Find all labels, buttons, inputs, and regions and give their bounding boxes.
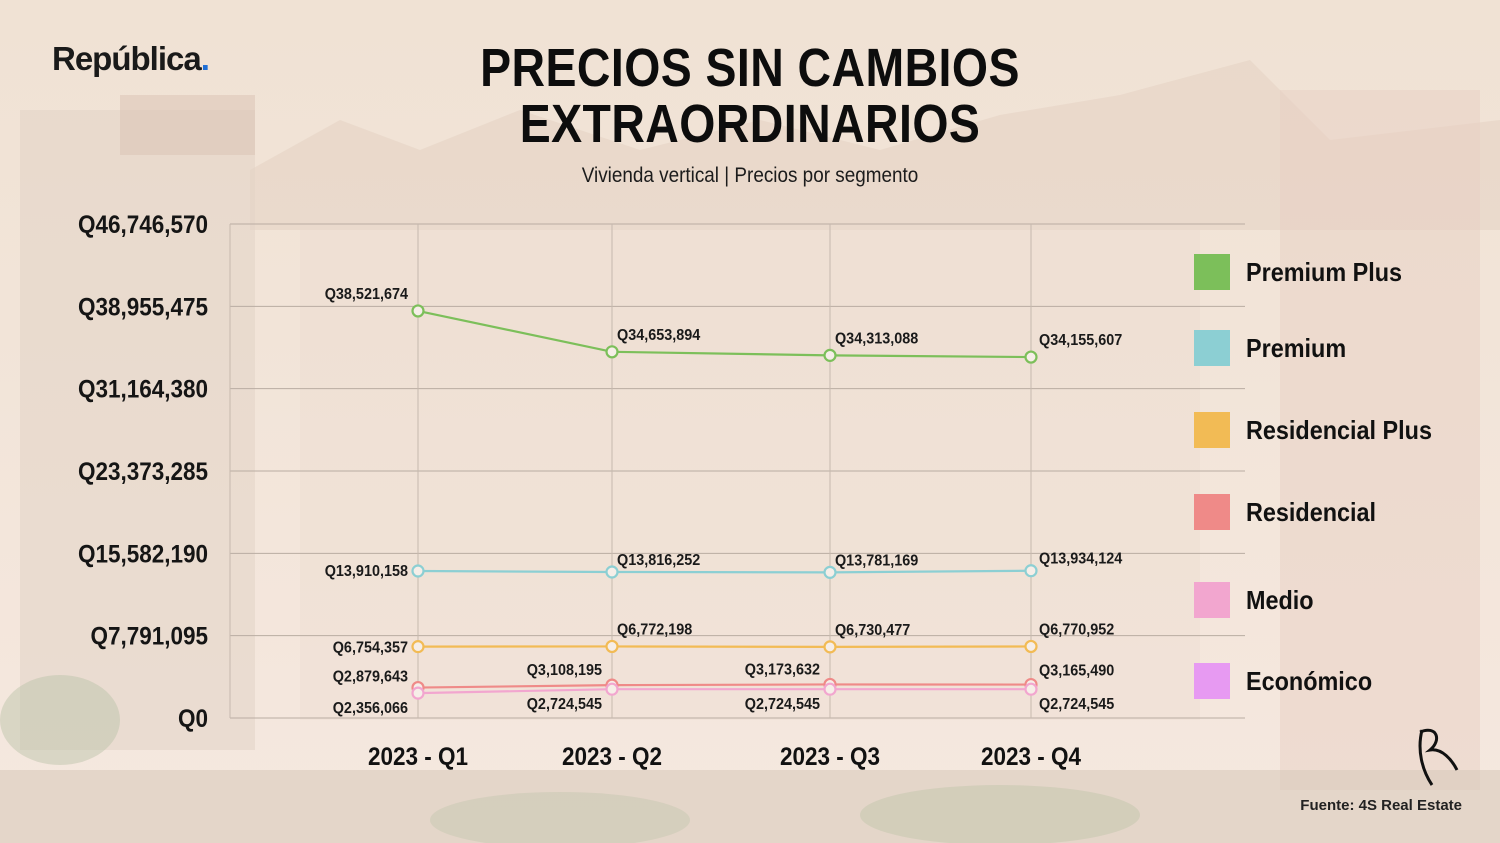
data-point bbox=[1024, 564, 1038, 578]
data-label: Q13,910,158 bbox=[325, 562, 408, 580]
title-line-1: PRECIOS SIN CAMBIOS bbox=[480, 38, 1020, 98]
data-label: Q2,724,545 bbox=[745, 696, 821, 714]
data-point bbox=[823, 565, 837, 579]
data-point bbox=[411, 640, 425, 654]
y-tick-label: Q15,582,190 bbox=[78, 540, 208, 568]
legend-label: Premium Plus bbox=[1246, 256, 1403, 287]
legend-item: Medio bbox=[1194, 580, 1321, 620]
data-label: Q38,521,674 bbox=[325, 285, 409, 303]
data-label: Q13,781,169 bbox=[835, 552, 918, 570]
chart-legend: Premium Plus Premium Residencial Plus Resid… bbox=[1194, 0, 1494, 843]
legend-swatch bbox=[1194, 254, 1230, 290]
legend-swatch bbox=[1194, 582, 1230, 618]
data-point bbox=[1024, 639, 1038, 654]
legend-label: Residencial bbox=[1246, 496, 1377, 527]
data-label: Q3,108,195 bbox=[527, 661, 603, 679]
data-point bbox=[823, 640, 837, 654]
x-tick-label: 2023 - Q2 bbox=[562, 743, 662, 771]
data-label: Q2,356,066 bbox=[333, 699, 408, 717]
legend-item: Residencial Plus bbox=[1194, 410, 1453, 450]
x-tick-label: 2023 - Q4 bbox=[981, 743, 1082, 771]
data-point bbox=[605, 565, 619, 579]
data-point bbox=[411, 564, 425, 578]
legend-label: Económico bbox=[1246, 665, 1373, 696]
data-point bbox=[411, 304, 425, 318]
data-point bbox=[605, 345, 619, 359]
brand-logo: República. bbox=[52, 40, 210, 78]
title-line-2: EXTRAORDINARIOS bbox=[519, 94, 981, 154]
series-line bbox=[417, 309, 1032, 359]
brand-dot: . bbox=[200, 40, 210, 77]
y-tick-label: Q0 bbox=[178, 705, 208, 733]
data-label: Q6,754,357 bbox=[333, 639, 408, 657]
data-point bbox=[823, 682, 837, 696]
y-tick-label: Q46,746,570 bbox=[78, 211, 208, 239]
data-label: Q6,772,198 bbox=[617, 621, 692, 639]
data-label: Q3,165,490 bbox=[1039, 662, 1114, 680]
data-point bbox=[1024, 682, 1038, 696]
legend-swatch bbox=[1194, 663, 1230, 699]
data-label: Q6,730,477 bbox=[835, 621, 910, 639]
data-point bbox=[411, 686, 425, 700]
legend-label: Premium bbox=[1246, 332, 1347, 363]
data-label: Q6,770,952 bbox=[1039, 621, 1114, 639]
data-label: Q3,173,632 bbox=[745, 661, 820, 679]
legend-item: Económico bbox=[1194, 661, 1386, 701]
data-label: Q34,155,607 bbox=[1039, 331, 1122, 349]
series-line bbox=[417, 688, 1031, 695]
legend-swatch bbox=[1194, 412, 1230, 448]
legend-label: Medio bbox=[1246, 584, 1314, 615]
y-tick-label: Q31,164,380 bbox=[78, 376, 208, 404]
legend-swatch bbox=[1194, 494, 1230, 530]
data-point bbox=[1024, 350, 1038, 364]
chart-subtitle: Vivienda vertical | Precios por segmento bbox=[581, 164, 919, 187]
data-label: Q13,816,252 bbox=[617, 551, 700, 569]
legend-item: Premium Plus bbox=[1194, 252, 1419, 292]
data-label: Q34,653,894 bbox=[617, 326, 701, 344]
source-note: Fuente: 4S Real Estate bbox=[1300, 797, 1462, 814]
legend-item: Residencial bbox=[1194, 492, 1391, 532]
legend-item: Premium bbox=[1194, 328, 1357, 368]
data-label: Q2,724,545 bbox=[527, 696, 603, 714]
data-point bbox=[605, 682, 619, 696]
y-tick-label: Q23,373,285 bbox=[78, 458, 208, 486]
legend-swatch bbox=[1194, 330, 1230, 366]
data-label: Q34,313,088 bbox=[835, 330, 918, 348]
data-point bbox=[605, 639, 619, 654]
chart-title: PRECIOS SIN CAMBIOS EXTRAORDINARIOS bbox=[449, 40, 1051, 152]
y-tick-label: Q38,955,475 bbox=[78, 293, 208, 321]
x-tick-label: 2023 - Q3 bbox=[780, 743, 880, 771]
brand-name: República bbox=[52, 40, 202, 77]
data-label: Q13,934,124 bbox=[1039, 550, 1123, 568]
series-line bbox=[417, 683, 1032, 689]
y-tick-label: Q7,791,095 bbox=[90, 623, 208, 651]
data-label: Q2,879,643 bbox=[333, 668, 408, 686]
x-tick-label: 2023 - Q1 bbox=[368, 743, 468, 771]
legend-label: Residencial Plus bbox=[1246, 414, 1432, 445]
data-label: Q2,724,545 bbox=[1039, 696, 1115, 714]
data-point bbox=[823, 348, 837, 362]
series-line bbox=[417, 569, 1032, 574]
artist-signature bbox=[1418, 728, 1459, 786]
